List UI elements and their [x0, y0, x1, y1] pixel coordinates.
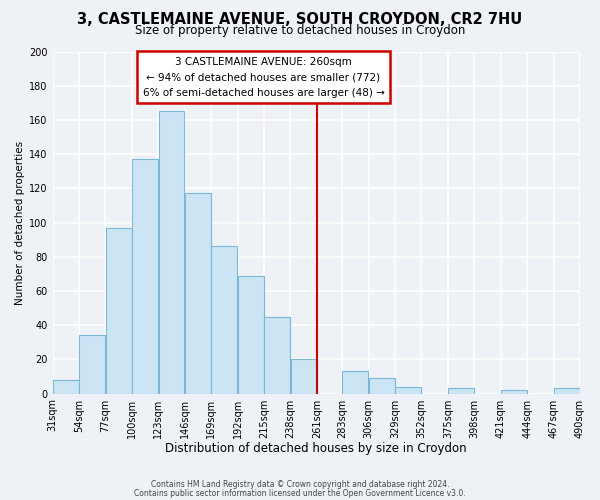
Bar: [132, 160, 158, 394]
Text: 3 CASTLEMAINE AVENUE: 260sqm
← 94% of detached houses are smaller (772)
6% of se: 3 CASTLEMAINE AVENUE: 260sqm ← 94% of de…: [143, 56, 385, 98]
Text: Contains HM Land Registry data © Crown copyright and database right 2024.: Contains HM Land Registry data © Crown c…: [151, 480, 449, 489]
Bar: [211, 246, 237, 394]
Bar: [448, 388, 474, 394]
Text: 3, CASTLEMAINE AVENUE, SOUTH CROYDON, CR2 7HU: 3, CASTLEMAINE AVENUE, SOUTH CROYDON, CR…: [77, 12, 523, 28]
Bar: [369, 378, 395, 394]
Bar: [395, 387, 421, 394]
Bar: [185, 194, 211, 394]
Bar: [238, 276, 263, 394]
Bar: [343, 372, 368, 394]
Text: Size of property relative to detached houses in Croydon: Size of property relative to detached ho…: [135, 24, 465, 37]
Bar: [158, 112, 184, 394]
Y-axis label: Number of detached properties: Number of detached properties: [15, 140, 25, 304]
Bar: [79, 336, 105, 394]
Text: Contains public sector information licensed under the Open Government Licence v3: Contains public sector information licen…: [134, 489, 466, 498]
Bar: [264, 316, 290, 394]
X-axis label: Distribution of detached houses by size in Croydon: Distribution of detached houses by size …: [166, 442, 467, 455]
Bar: [53, 380, 79, 394]
Bar: [554, 388, 580, 394]
Bar: [106, 228, 131, 394]
Bar: [290, 360, 317, 394]
Bar: [501, 390, 527, 394]
